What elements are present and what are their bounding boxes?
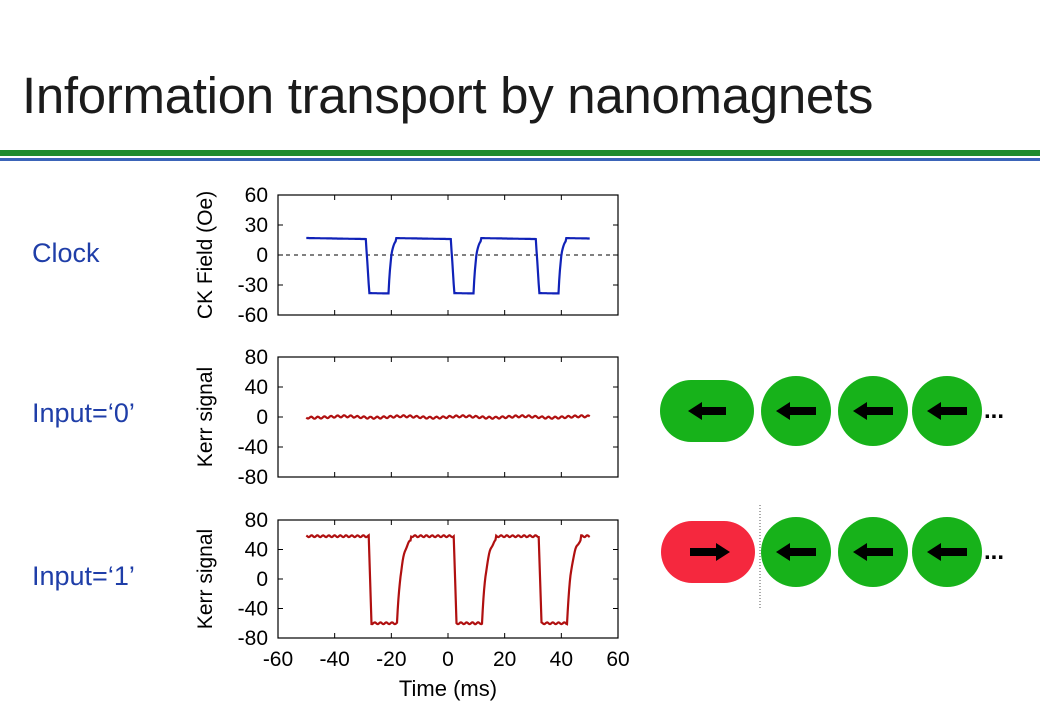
y-tick-label: 60 — [245, 184, 268, 207]
input1-xlabel: Time (ms) — [399, 676, 497, 701]
y-tick-label: -40 — [238, 598, 268, 621]
title-underline-green — [0, 150, 1040, 156]
input1-plot: 80 40 0 -40 -80 -60 -40 -20 0 20 40 60 Kerr signal… — [194, 509, 630, 701]
clock-plot-grid — [334, 195, 562, 315]
clock-yticks: 60 30 0 -30 -60 — [238, 184, 618, 327]
input0-plot-grid — [334, 357, 562, 477]
arrow-right-icon — [690, 543, 730, 561]
x-tick-label: 40 — [550, 648, 573, 671]
input0-label: Input=‘0’ — [32, 398, 135, 428]
y-tick-label: 0 — [256, 568, 268, 591]
input1-ylabel: Kerr signal — [194, 529, 217, 629]
x-tick-label: 20 — [493, 648, 516, 671]
clock-label: Clock — [32, 238, 100, 268]
y-tick-label: 30 — [245, 214, 268, 237]
input0-ylabel: Kerr signal — [194, 367, 217, 467]
clock-ylabel: CK Field (Oe) — [194, 191, 217, 319]
arrow-left-icon — [776, 402, 816, 420]
magnet-chain-input1: ... — [661, 505, 1004, 610]
input1-trace — [305, 533, 591, 626]
title-underline-blue — [0, 158, 1040, 161]
input0-yticks: 80 40 0 -40 -80 — [238, 346, 618, 489]
input1-xticks: -60 -40 -20 0 20 40 60 — [263, 648, 630, 671]
y-tick-label: 0 — [256, 244, 268, 267]
chain-ellipsis: ... — [984, 538, 1004, 565]
y-tick-label: -30 — [238, 274, 268, 297]
y-tick-label: 40 — [245, 376, 268, 399]
y-tick-label: -40 — [238, 436, 268, 459]
arrow-left-icon — [688, 402, 726, 420]
input1-plot-grid — [334, 520, 562, 638]
y-tick-label: 40 — [245, 539, 268, 562]
y-tick-label: 80 — [245, 509, 268, 532]
arrow-left-icon — [853, 543, 893, 561]
x-tick-label: 0 — [442, 648, 454, 671]
arrow-left-icon — [853, 402, 893, 420]
x-tick-label: 60 — [606, 648, 629, 671]
input0-trace — [305, 414, 591, 420]
arrow-left-icon — [927, 402, 967, 420]
clock-plot: 60 30 0 -30 -60 CK Field (Oe) — [194, 184, 619, 327]
clock-trace — [306, 236, 590, 295]
chain-ellipsis: ... — [984, 397, 1004, 424]
arrow-left-icon — [927, 543, 967, 561]
magnet-chain-input0: ... — [660, 376, 1004, 446]
y-tick-label: -60 — [238, 304, 268, 327]
input1-label: Input=‘1’ — [32, 561, 135, 591]
x-tick-label: -20 — [376, 648, 406, 671]
arrow-left-icon — [776, 543, 816, 561]
input1-yticks: 80 40 0 -40 -80 — [238, 509, 618, 650]
y-tick-label: -80 — [238, 466, 268, 489]
input0-plot: 80 40 0 -40 -80 Kerr signal — [194, 346, 619, 489]
y-tick-label: 80 — [245, 346, 268, 369]
page-title: Information transport by nanomagnets — [22, 67, 874, 124]
y-tick-label: -80 — [238, 627, 268, 650]
y-tick-label: 0 — [256, 406, 268, 429]
x-tick-label: -40 — [319, 648, 349, 671]
x-tick-label: -60 — [263, 648, 293, 671]
